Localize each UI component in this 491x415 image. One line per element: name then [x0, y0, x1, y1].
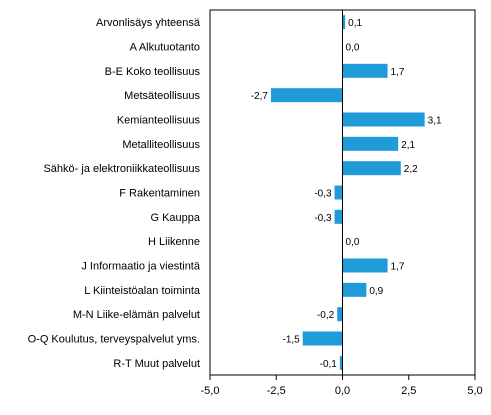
value-label: 0,1	[348, 18, 362, 29]
category-label: R-T Muut palvelut	[113, 358, 200, 370]
category-label: G Kauppa	[150, 212, 200, 224]
x-tick-label: -2,5	[267, 385, 286, 397]
bar	[339, 355, 343, 370]
value-label: 2,1	[401, 140, 415, 151]
category-label: Kemianteollisuus	[117, 115, 201, 127]
bar	[342, 258, 388, 273]
category-label: J Informaatio ja viestintä	[81, 261, 200, 273]
x-tick-label: -5,0	[201, 385, 220, 397]
value-label: 0,0	[346, 237, 360, 248]
value-label: 0,9	[369, 286, 383, 297]
bar	[334, 209, 343, 224]
category-label: A Alkutuotanto	[130, 42, 200, 54]
bar	[302, 331, 343, 346]
x-axis-ticks: -5,0 -2,5 0,0 2,5 5,0	[201, 375, 483, 397]
bar	[342, 161, 401, 176]
value-label: 1,7	[391, 67, 405, 78]
value-label: -0,2	[317, 310, 335, 321]
category-label: Sähkö- ja elektroniikkateollisuus	[43, 163, 200, 175]
bars-layer	[270, 15, 425, 370]
category-label: M-N Liike-elämän palvelut	[73, 309, 200, 321]
bar	[337, 307, 343, 322]
value-label: -0,1	[320, 359, 338, 370]
category-label: B-E Koko teollisuus	[105, 66, 201, 78]
value-label: 2,2	[404, 164, 418, 175]
category-label: L Kiinteistöalan toiminta	[84, 285, 201, 297]
bar	[342, 15, 346, 30]
bar	[270, 88, 343, 103]
value-label: 1,7	[391, 262, 405, 273]
category-label: H Liikenne	[148, 236, 200, 248]
bar	[342, 136, 399, 151]
value-label: 0,0	[346, 43, 360, 54]
value-label: -1,5	[283, 335, 301, 346]
x-tick-label: 2,5	[401, 385, 416, 397]
category-label: F Rakentaminen	[119, 188, 200, 200]
bar	[342, 112, 425, 127]
category-label: Metalliteollisuus	[122, 139, 200, 151]
category-label: O-Q Koulutus, terveyspalvelut yms.	[28, 334, 200, 346]
value-label: 3,1	[428, 116, 442, 127]
value-label: -0,3	[314, 189, 332, 200]
category-label: Arvonlisäys yhteensä	[96, 17, 201, 29]
x-tick-label: 5,0	[467, 385, 482, 397]
value-labels: 0,1 0,0 1,7 -2,7 3,1 2,1 2,2 -0,3 -0,3 0,0 1,7 0,9 -…	[251, 18, 442, 370]
bar	[334, 185, 343, 200]
value-label: -2,7	[251, 91, 269, 102]
bar	[342, 63, 388, 78]
x-tick-label: 0,0	[335, 385, 350, 397]
value-label: -0,3	[314, 213, 332, 224]
category-label: Metsäteollisuus	[124, 90, 200, 102]
category-labels: Arvonlisäys yhteensä A Alkutuotanto B-E Ko…	[28, 17, 201, 370]
bar	[342, 282, 367, 297]
